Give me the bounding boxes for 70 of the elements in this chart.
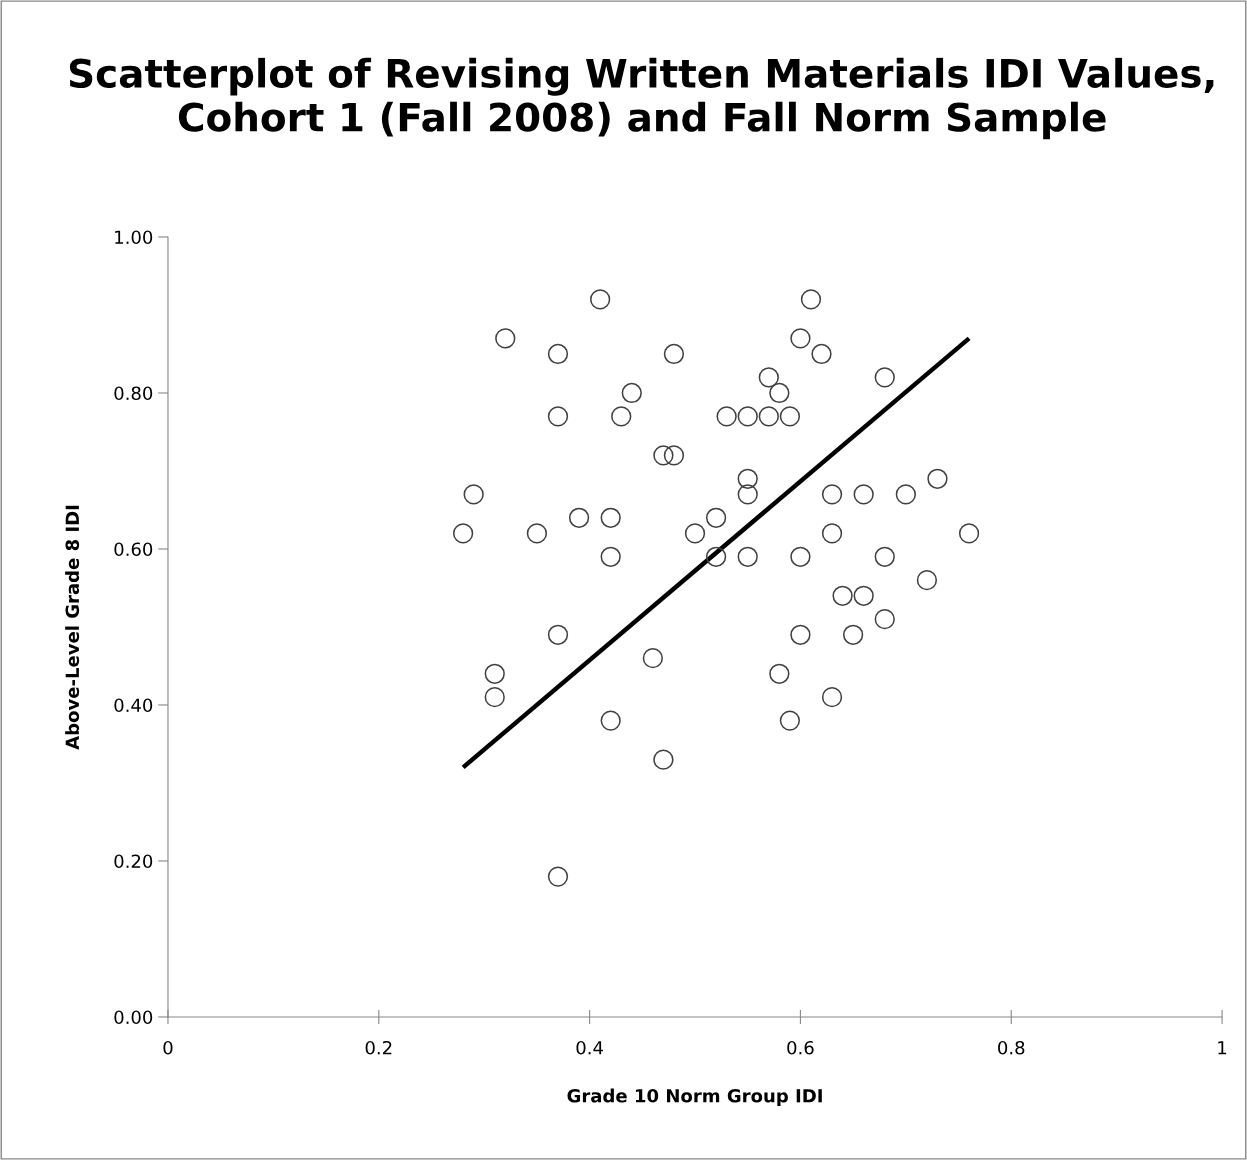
point: [547, 866, 569, 887]
point: [821, 687, 843, 708]
point: [547, 343, 569, 365]
point: [526, 523, 548, 544]
y-tick-label: 0.20: [114, 854, 153, 869]
point: [958, 523, 980, 544]
point: [790, 328, 811, 349]
point: [484, 663, 505, 684]
point: [600, 507, 621, 528]
x-axis-title: Grade 10 Norm Group IDI: [567, 1088, 822, 1107]
point: [737, 484, 758, 505]
y-axis-title: Above-Level Grade 8 IDI: [65, 505, 80, 750]
point: [663, 445, 685, 466]
point: [705, 546, 727, 567]
point: [737, 468, 758, 489]
point: [611, 406, 632, 427]
point: [895, 484, 916, 505]
point: [547, 624, 569, 645]
point: [642, 648, 663, 669]
x-tick-label: 0: [163, 1040, 173, 1055]
point: [600, 710, 621, 731]
point: [853, 484, 874, 505]
point: [779, 406, 801, 427]
point: [769, 663, 790, 684]
point: [790, 546, 811, 567]
point: [800, 289, 822, 310]
point: [832, 585, 853, 606]
point: [842, 624, 864, 645]
chart-title: Scatterplot of Revising Written Materials IDI Values, Cohort 1 (Fall 2008) and Fall Norm Sample: [69, 57, 1214, 140]
x-tick-label: 0.6: [787, 1040, 814, 1055]
x-tick-label: 0.2: [365, 1040, 392, 1055]
point: [874, 609, 895, 630]
point: [621, 382, 642, 404]
point: [600, 546, 621, 567]
point: [758, 406, 779, 427]
point: [927, 468, 948, 489]
y-tick-label: 0.60: [114, 542, 153, 557]
point: [790, 624, 811, 645]
point: [811, 343, 832, 365]
x-tick-label: 0.8: [998, 1040, 1025, 1055]
point: [484, 687, 505, 708]
x-tick-label: 0.4: [576, 1040, 603, 1055]
y-tick-label: 0.40: [114, 698, 153, 713]
point: [769, 382, 790, 404]
point: [684, 523, 706, 544]
point: [916, 570, 938, 591]
point: [874, 367, 895, 388]
point: [590, 289, 611, 310]
point: [821, 523, 843, 544]
point: [568, 507, 590, 528]
point: [779, 710, 801, 731]
point: [653, 445, 674, 466]
point: [874, 546, 895, 567]
point: [495, 328, 516, 349]
y-tick-label: 0.80: [114, 386, 153, 401]
point: [758, 367, 779, 388]
point: [737, 406, 758, 427]
point: [853, 585, 874, 606]
point: [653, 749, 674, 770]
point: [716, 406, 737, 427]
point: [463, 484, 484, 505]
y-tick-label: 1.00: [115, 230, 153, 245]
y-tick-label: 0.00: [114, 1010, 153, 1025]
point: [663, 343, 685, 365]
point: [821, 484, 843, 505]
point: [452, 523, 474, 544]
point: [547, 406, 569, 427]
x-tick-label: 1: [1218, 1041, 1227, 1055]
point: [737, 546, 758, 567]
point: [705, 507, 727, 528]
